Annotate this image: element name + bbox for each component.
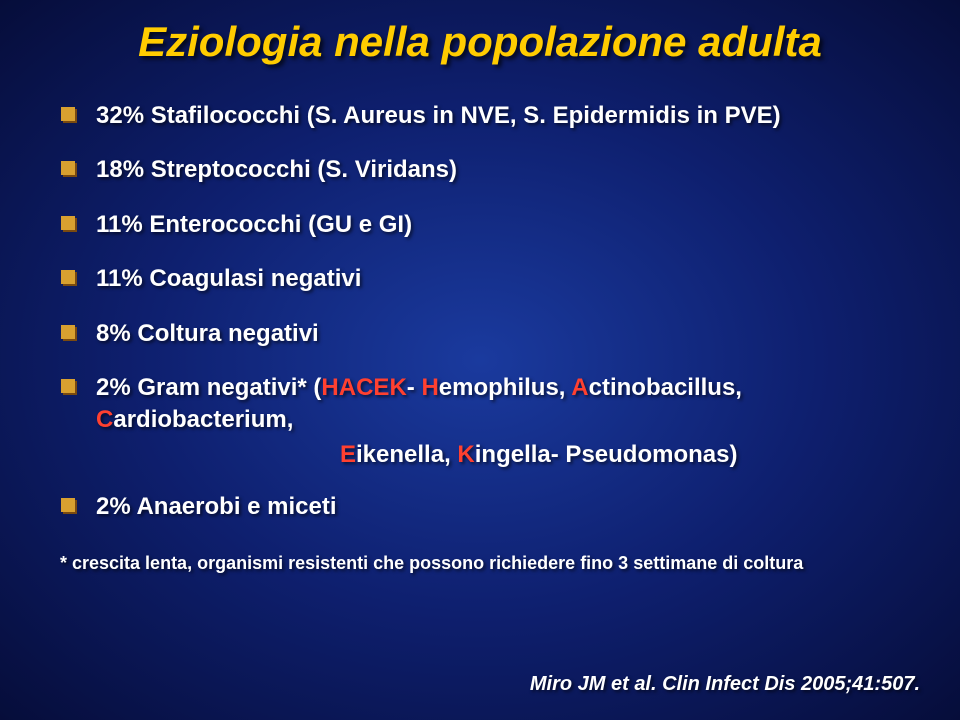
bullet-text: 32% Stafilococchi (S. Aureus in NVE, S. …	[96, 100, 920, 132]
slide-title: Eziologia nella popolazione adulta	[40, 18, 920, 66]
car-c: C	[96, 406, 113, 433]
bullet-icon	[60, 324, 80, 344]
hacek-acek: ACEK	[339, 374, 407, 401]
bullet-text: 8% Coltura negativi	[96, 318, 920, 350]
eik-rest: ikenella,	[356, 441, 457, 468]
eik-e: E	[340, 441, 356, 468]
bullet-text: 11% Coagulasi negativi	[96, 263, 920, 295]
hem-h: H	[421, 374, 438, 401]
act-a: A	[571, 374, 588, 401]
list-item: 18% Streptococchi (S. Viridans)	[60, 154, 920, 186]
list-item: 2% Anaerobi e miceti	[60, 491, 920, 523]
act-rest: ctinobacillus,	[589, 374, 742, 401]
bullet-icon	[60, 378, 80, 398]
bullet-icon	[60, 106, 80, 126]
bullet-list: 32% Stafilococchi (S. Aureus in NVE, S. …	[40, 100, 920, 437]
bullet-text: 11% Enterococchi (GU e GI)	[96, 209, 920, 241]
bullet-icon	[60, 497, 80, 517]
hacek-h: H	[321, 374, 338, 401]
hacek-prefix: 2% Gram negativi* (	[96, 374, 321, 401]
bullet-icon	[60, 215, 80, 235]
bullet-list-2: 2% Anaerobi e miceti	[40, 491, 920, 523]
car-rest: ardiobacterium,	[113, 406, 293, 433]
list-item: 32% Stafilococchi (S. Aureus in NVE, S. …	[60, 100, 920, 132]
bullet-text: 2% Anaerobi e miceti	[96, 491, 920, 523]
list-item-hacek: 2% Gram negativi* (HACEK- Hemophilus, Ac…	[60, 372, 920, 437]
bullet-text: 18% Streptococchi (S. Viridans)	[96, 154, 920, 186]
hacek-sep: -	[407, 374, 422, 401]
hacek-text: 2% Gram negativi* (HACEK- Hemophilus, Ac…	[96, 372, 920, 437]
list-item: 11% Coagulasi negativi	[60, 263, 920, 295]
hem-rest: emophilus,	[439, 374, 571, 401]
list-item: 8% Coltura negativi	[60, 318, 920, 350]
citation: Miro JM et al. Clin Infect Dis 2005;41:5…	[530, 673, 920, 696]
hacek-subline: Eikenella, Kingella- Pseudomonas)	[340, 441, 920, 469]
kin-rest: ingella- Pseudomonas)	[475, 441, 738, 468]
slide-container: Eziologia nella popolazione adulta 32% S…	[0, 0, 960, 720]
bullet-icon	[60, 269, 80, 289]
bullet-icon	[60, 160, 80, 180]
kin-k: K	[457, 441, 474, 468]
list-item: 11% Enterococchi (GU e GI)	[60, 209, 920, 241]
footnote: * crescita lenta, organismi resistenti c…	[40, 553, 920, 574]
